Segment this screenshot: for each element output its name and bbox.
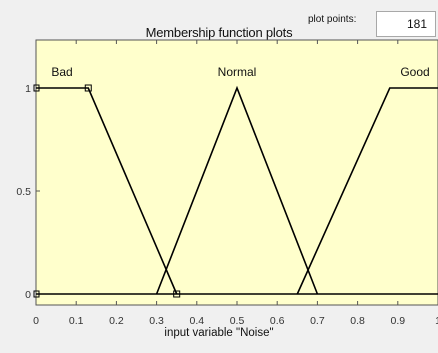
mf-line-bad[interactable] [36, 87, 178, 295]
x-tick-label: 0.6 [270, 315, 285, 327]
x-tick-label: 0 [33, 315, 39, 327]
plot-points-label: plot points: [308, 14, 357, 25]
x-tick-label: 0.9 [390, 315, 405, 327]
y-tick-label: 1 [25, 83, 31, 95]
x-tick-label: 0.3 [149, 315, 164, 327]
plot-title: Membership function plots [145, 25, 293, 40]
mf-line-normal[interactable] [155, 85, 319, 295]
membership-function-lines [36, 85, 438, 295]
x-tick-label: 1 [435, 315, 438, 327]
mf-label-normal[interactable]: Normal [218, 65, 257, 79]
mf-handle[interactable] [33, 84, 40, 92]
mf-label-bad[interactable]: Bad [51, 65, 72, 79]
mf-line-good[interactable] [296, 87, 438, 295]
membership-function-labels: Bad Normal Good [51, 65, 429, 79]
x-tick-label: 0.7 [310, 315, 325, 327]
x-axis-label: input variable "Noise" [164, 327, 274, 339]
mf-label-good[interactable]: Good [400, 65, 429, 79]
x-tick-label: 0.1 [69, 315, 84, 327]
membership-function-handles [33, 84, 181, 298]
x-tick-label: 0.2 [109, 315, 124, 327]
y-tick-label: 0 [25, 289, 31, 301]
mf-handle[interactable] [33, 290, 40, 298]
mf-handle[interactable] [173, 290, 181, 298]
x-tick-label: 0.5 [230, 315, 245, 327]
plot-points-input[interactable] [376, 11, 436, 37]
x-tick-label: 0.8 [350, 315, 365, 327]
y-tick-label: 0.5 [16, 186, 31, 198]
axis-ticks: 0 0.1 0.2 0.3 0.4 0.5 0.6 0.7 0.8 0.9 1 0 0.5 1 [16, 40, 438, 327]
plot-area[interactable] [35, 39, 438, 306]
mf-handle[interactable] [84, 84, 92, 92]
x-tick-label: 0.4 [189, 315, 204, 327]
